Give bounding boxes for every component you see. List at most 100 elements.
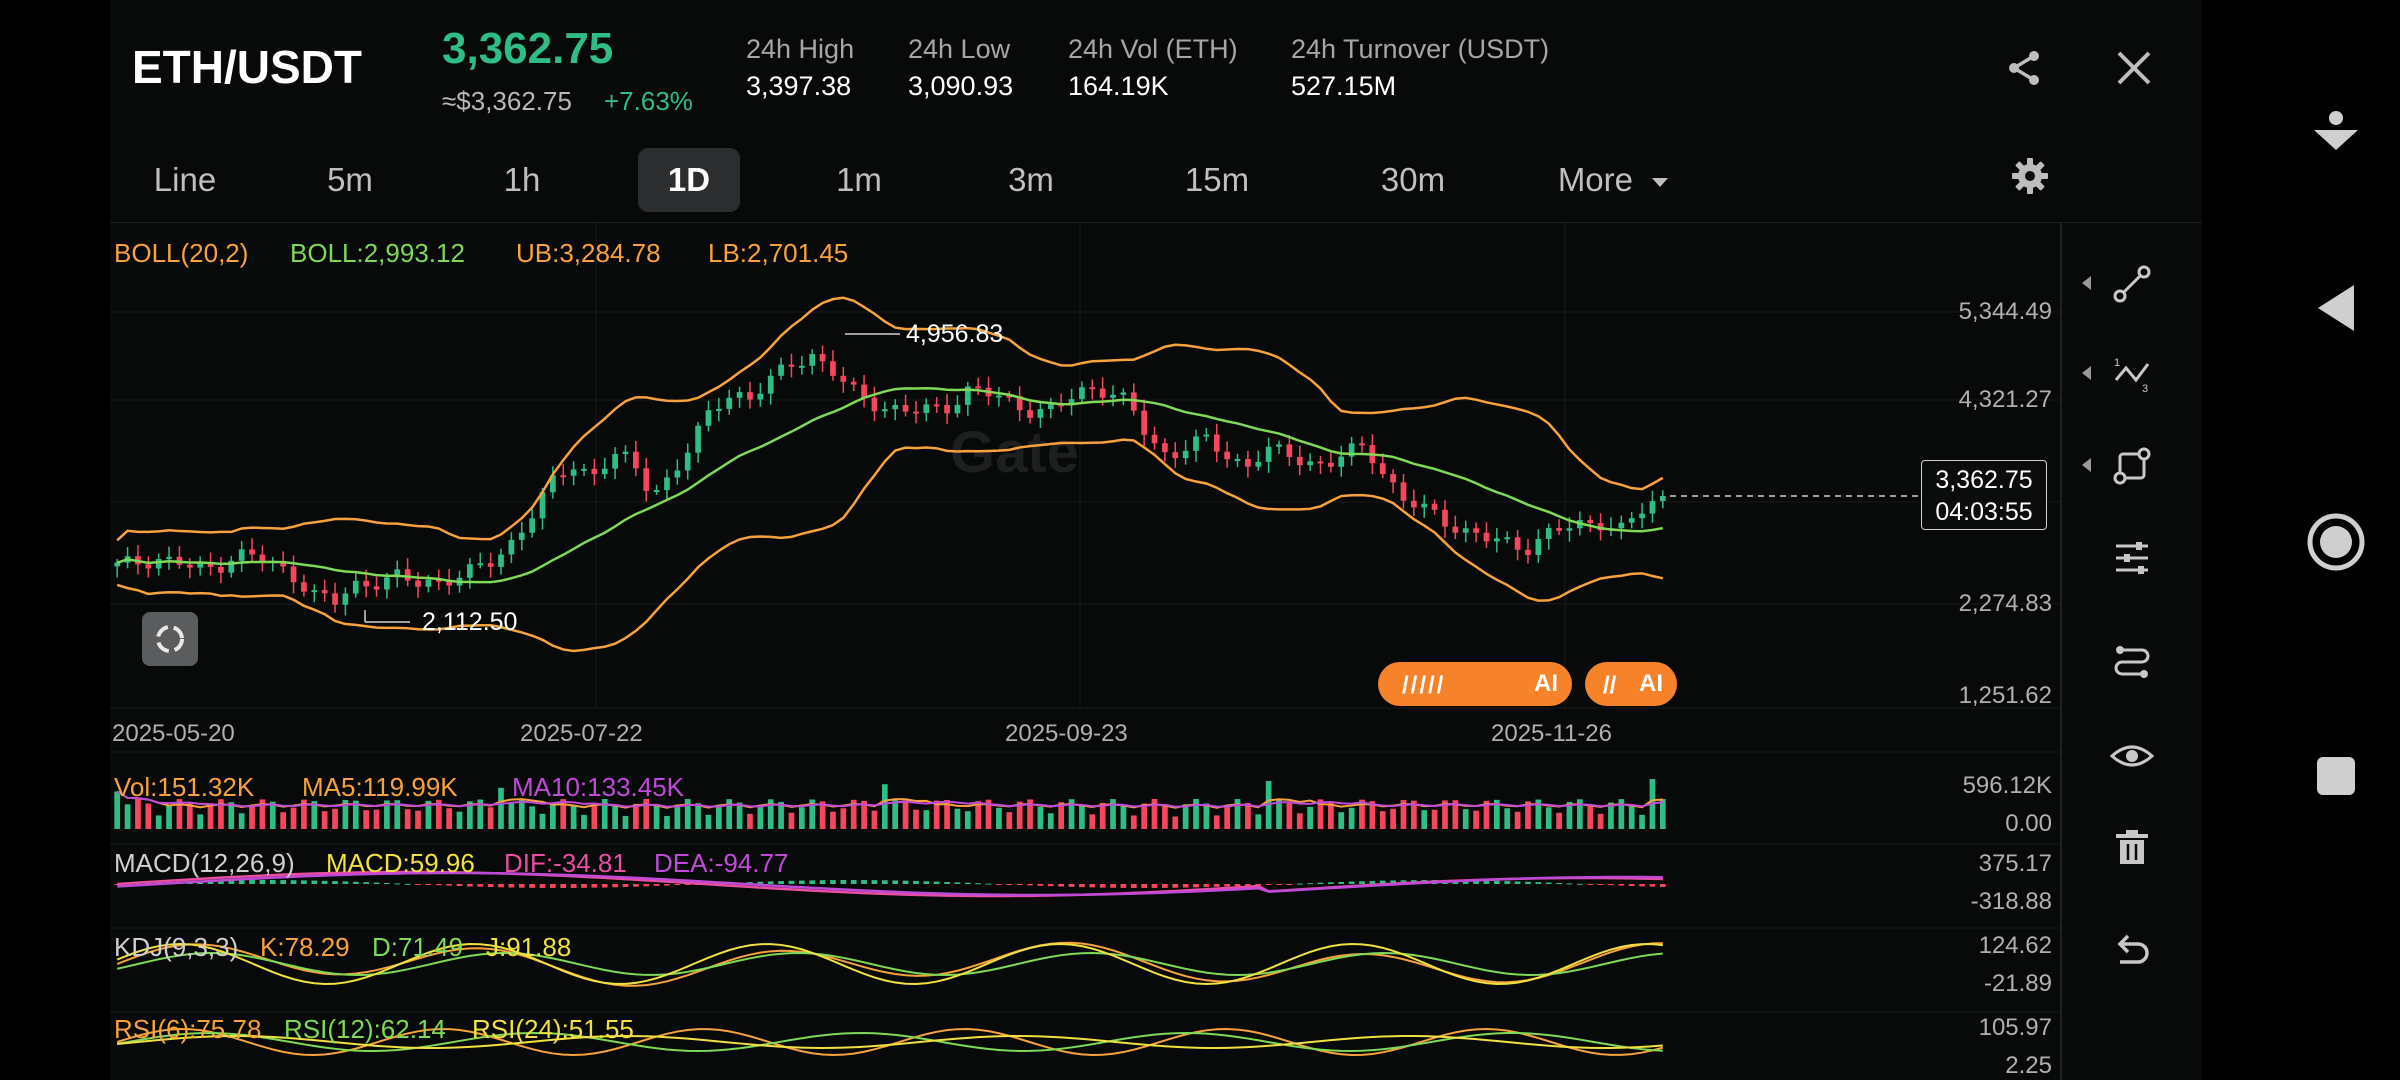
macd-bar — [1473, 880, 1479, 884]
volume-bar — [1639, 814, 1645, 829]
macd-bar — [1047, 884, 1054, 887]
route-icon[interactable] — [2106, 636, 2158, 688]
share-icon[interactable] — [2000, 44, 2048, 92]
candle-body — [1483, 532, 1490, 542]
macd-bar — [342, 881, 349, 884]
recents-nav-icon[interactable] — [2310, 750, 2362, 802]
candle-body — [1234, 459, 1241, 462]
boll-lower-band — [116, 438, 1664, 653]
macd-bar — [1255, 884, 1262, 886]
download-nav-icon[interactable] — [2306, 104, 2366, 164]
tab-30m[interactable]: 30m — [1380, 161, 1446, 198]
undo-icon[interactable] — [2106, 926, 2158, 978]
candle-body — [342, 593, 349, 605]
volume-bar — [539, 813, 546, 829]
macd-bar — [487, 884, 494, 888]
exchange-logo-icon[interactable] — [142, 612, 198, 666]
tab-more[interactable]: More — [1548, 148, 1678, 212]
volume-bar — [1141, 803, 1147, 829]
macd-bar — [1006, 884, 1013, 885]
sliders-icon[interactable] — [2106, 532, 2158, 584]
macd-bar — [684, 884, 691, 885]
tab-1m[interactable]: 1m — [836, 161, 882, 198]
macd-bar — [1120, 884, 1127, 888]
macd-bar — [228, 880, 235, 884]
candle-body — [1504, 537, 1511, 540]
volume-bar — [1608, 802, 1614, 829]
macd-bar — [373, 882, 380, 884]
macd-bar — [332, 881, 338, 884]
candle-body — [1348, 443, 1355, 457]
macd-bar — [1514, 881, 1521, 884]
candle-body — [487, 563, 494, 567]
kdj-j-value: J:91.88 — [486, 932, 572, 962]
macd-bar — [923, 881, 930, 884]
volume-bar — [1203, 803, 1210, 829]
candle-body — [788, 364, 795, 367]
tab-line[interactable]: Line — [153, 161, 217, 198]
volume-bar — [1006, 812, 1013, 829]
candle-body — [518, 532, 525, 540]
volume-bar — [1193, 799, 1199, 829]
macd-bar — [1493, 880, 1500, 884]
tab-3m[interactable]: 3m — [1008, 161, 1054, 198]
macd-bar — [1151, 884, 1158, 888]
candle-body — [830, 361, 836, 376]
candle-body — [622, 451, 629, 455]
candles — [114, 345, 1666, 616]
volume-bar — [1493, 799, 1500, 829]
chart-top-border — [110, 222, 2202, 223]
tab-1h[interactable]: 1h — [503, 161, 541, 198]
volume-bar — [633, 803, 639, 829]
macd-bar — [1068, 884, 1075, 887]
candle-body — [1421, 503, 1428, 508]
macd-bar — [498, 884, 504, 888]
candle-body — [643, 468, 650, 491]
candle-body — [186, 564, 193, 568]
volume-bar — [695, 803, 701, 829]
chart-canvas[interactable]: Gate — [110, 222, 2060, 1080]
vol-axis-min: 0.00 — [2005, 810, 2052, 837]
pair-title[interactable]: ETH/USDT — [132, 41, 362, 93]
volume-bar — [653, 803, 660, 829]
tab-1d[interactable]: 1D — [638, 148, 740, 212]
volume-bar — [1307, 806, 1313, 829]
volume-bar — [1545, 807, 1552, 829]
candle-body — [581, 468, 587, 471]
home-nav-icon[interactable] — [2302, 508, 2370, 576]
rsi6-value: RSI(6):75.78 — [114, 1014, 262, 1044]
kdj-k-line — [116, 941, 1663, 987]
back-nav-icon[interactable] — [2306, 278, 2366, 338]
trendline-tool-icon[interactable] — [2106, 258, 2158, 310]
volume-bar — [1369, 801, 1376, 829]
eye-icon[interactable] — [2106, 730, 2158, 782]
high-label: 4,956.83 — [906, 320, 1004, 348]
tab-15m[interactable]: 15m — [1184, 161, 1250, 198]
macd-bar — [1369, 880, 1376, 884]
trash-icon[interactable] — [2106, 822, 2158, 874]
rsi12-value: RSI(12):62.14 — [284, 1014, 446, 1044]
boll-ub-value: UB:3,284.78 — [516, 238, 661, 268]
macd-bar — [850, 880, 857, 884]
gear-icon[interactable] — [2006, 152, 2054, 200]
macd-bar — [560, 884, 567, 888]
macd-bar — [861, 880, 867, 884]
candle-body — [1379, 463, 1386, 475]
ai-badge-2[interactable]: // AI — [1585, 662, 1677, 706]
ai-badge-1[interactable]: ///// AI — [1378, 662, 1572, 706]
volume-bar — [1411, 800, 1417, 829]
tab-5m[interactable]: 5m — [327, 161, 373, 198]
volume-bar — [975, 801, 982, 829]
macd-bar — [415, 884, 421, 885]
shape-tool-icon[interactable] — [2106, 440, 2158, 492]
candle-body — [695, 425, 701, 453]
close-icon[interactable] — [2110, 44, 2158, 92]
candle-body — [218, 566, 224, 573]
candle-body — [1597, 523, 1604, 531]
volume-bar — [1504, 808, 1511, 829]
kdj-axis-max: 124.62 — [1978, 932, 2052, 959]
macd-bar — [301, 880, 307, 884]
candle-body — [798, 365, 805, 368]
stat-value-volume: 164.19K — [1068, 71, 1169, 101]
